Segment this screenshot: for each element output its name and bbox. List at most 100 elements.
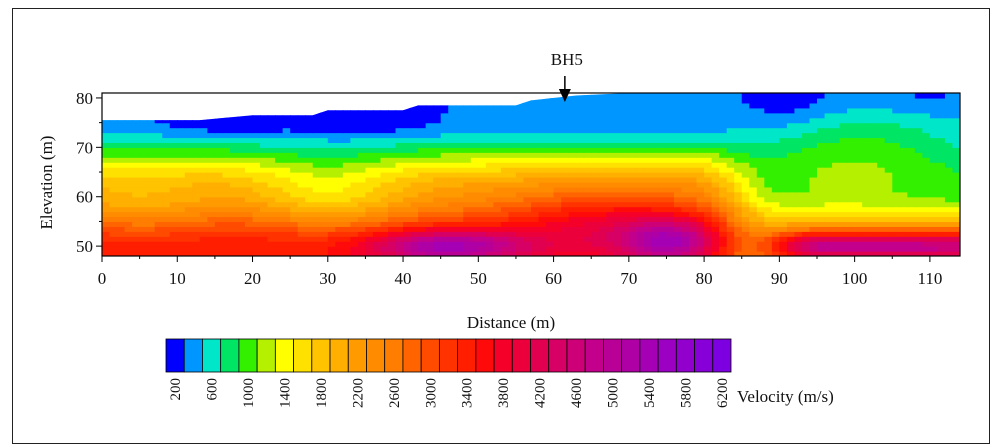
velocity-cell	[297, 122, 306, 129]
velocity-cell	[147, 122, 156, 129]
velocity-cell	[771, 167, 780, 173]
velocity-cell	[568, 127, 577, 134]
velocity-cell	[546, 206, 555, 213]
velocity-cell	[372, 93, 382, 99]
velocity-cell	[674, 211, 683, 218]
velocity-cell	[884, 216, 893, 223]
velocity-cell	[455, 236, 464, 242]
velocity-cell	[636, 102, 645, 109]
velocity-cell	[847, 216, 856, 223]
velocity-cell	[252, 162, 261, 168]
velocity-cell	[711, 216, 720, 223]
velocity-cell	[365, 152, 374, 158]
velocity-cell	[207, 236, 216, 242]
velocity-cell	[117, 102, 126, 109]
velocity-cell	[794, 172, 803, 178]
velocity-cell	[177, 112, 186, 119]
velocity-cell	[922, 191, 931, 198]
velocity-cell	[824, 157, 833, 163]
velocity-cell	[666, 181, 675, 188]
velocity-cell	[786, 127, 796, 134]
velocity-cell	[929, 236, 939, 242]
velocity-cell	[666, 231, 675, 237]
velocity-cell	[320, 251, 329, 256]
colorbar-tick-label: 3400	[460, 378, 476, 408]
velocity-cell	[854, 147, 863, 153]
velocity-cell	[350, 142, 359, 148]
velocity-cell	[410, 127, 419, 134]
velocity-cell	[117, 97, 126, 104]
velocity-cell	[237, 186, 246, 193]
velocity-cell	[801, 216, 811, 223]
velocity-cell	[222, 221, 231, 227]
velocity-cell	[643, 221, 653, 227]
velocity-cell	[591, 152, 600, 158]
velocity-cell	[591, 97, 600, 104]
velocity-cell	[237, 246, 246, 252]
plot-area	[101, 92, 961, 257]
velocity-cell	[704, 107, 713, 114]
velocity-cell	[297, 231, 306, 237]
velocity-cell	[907, 191, 916, 198]
velocity-cell	[485, 241, 494, 247]
velocity-cell	[485, 216, 494, 223]
velocity-cell	[944, 221, 954, 227]
velocity-cell	[117, 221, 126, 227]
velocity-cell	[719, 236, 728, 242]
velocity-cell	[561, 117, 570, 124]
velocity-cell	[598, 216, 607, 223]
velocity-cell	[734, 132, 743, 139]
velocity-cell	[907, 196, 916, 203]
velocity-cell	[914, 122, 923, 129]
velocity-cell	[147, 176, 156, 183]
velocity-cell	[162, 206, 171, 213]
velocity-cell	[756, 186, 765, 193]
velocity-cell	[162, 117, 171, 124]
velocity-cell	[478, 191, 487, 198]
velocity-cell	[184, 102, 193, 109]
velocity-cell	[636, 191, 645, 198]
velocity-cell	[132, 167, 141, 173]
velocity-cell	[877, 231, 886, 237]
velocity-cell	[546, 216, 555, 223]
velocity-cell	[884, 251, 893, 256]
velocity-cell	[478, 157, 487, 163]
velocity-cell	[260, 226, 269, 232]
velocity-cell	[508, 181, 517, 188]
velocity-cell	[749, 231, 758, 237]
velocity-cell	[305, 127, 314, 134]
velocity-cell	[448, 231, 457, 237]
velocity-cell	[395, 172, 404, 178]
velocity-cell	[929, 132, 939, 139]
velocity-cell	[922, 251, 931, 256]
velocity-cell	[764, 157, 773, 163]
velocity-cell	[425, 216, 434, 223]
velocity-cell	[681, 152, 690, 158]
velocity-cell	[237, 191, 246, 198]
velocity-cell	[568, 211, 577, 218]
velocity-cell	[643, 206, 653, 213]
velocity-cell	[666, 221, 675, 227]
velocity-cell	[794, 93, 803, 99]
velocity-cell	[124, 122, 133, 129]
velocity-cell	[824, 191, 833, 198]
velocity-cell	[756, 201, 765, 208]
velocity-cell	[538, 211, 547, 218]
velocity-cell	[335, 132, 344, 139]
velocity-cell	[207, 162, 216, 168]
velocity-cell	[576, 216, 585, 223]
velocity-cell	[786, 107, 796, 114]
velocity-cell	[207, 196, 216, 203]
velocity-cell	[591, 162, 600, 168]
velocity-cell	[342, 152, 351, 158]
velocity-cell	[162, 181, 171, 188]
velocity-cell	[515, 226, 525, 232]
velocity-cell	[267, 251, 276, 256]
velocity-cell	[576, 251, 585, 256]
velocity-cell	[463, 102, 472, 109]
velocity-cell	[847, 191, 856, 198]
velocity-cell	[832, 176, 841, 183]
velocity-cell	[357, 112, 367, 119]
velocity-cell	[245, 117, 254, 124]
velocity-cell	[546, 196, 555, 203]
